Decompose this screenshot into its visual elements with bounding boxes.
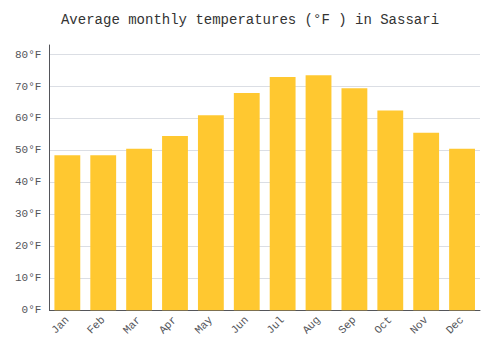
svg-text:Jul: Jul: [264, 314, 286, 336]
svg-text:Feb: Feb: [85, 314, 107, 336]
svg-text:Mar: Mar: [121, 314, 143, 336]
svg-text:Apr: Apr: [157, 314, 179, 336]
svg-text:Average monthly temperatures (: Average monthly temperatures (°F ) in Sa…: [61, 12, 439, 28]
svg-text:Jun: Jun: [229, 314, 251, 336]
svg-text:80°F: 80°F: [15, 49, 41, 61]
svg-text:40°F: 40°F: [15, 176, 41, 188]
svg-text:30°F: 30°F: [15, 208, 41, 220]
svg-text:0°F: 0°F: [22, 304, 42, 316]
svg-text:Sep: Sep: [336, 314, 358, 336]
svg-text:Oct: Oct: [372, 314, 394, 336]
svg-text:60°F: 60°F: [15, 112, 41, 124]
svg-text:May: May: [193, 314, 216, 337]
svg-text:Dec: Dec: [444, 314, 466, 336]
svg-text:Jan: Jan: [49, 314, 71, 336]
svg-text:10°F: 10°F: [15, 272, 41, 284]
svg-text:50°F: 50°F: [15, 144, 41, 156]
svg-text:Aug: Aug: [300, 314, 322, 336]
svg-text:20°F: 20°F: [15, 240, 41, 252]
svg-text:Nov: Nov: [408, 314, 431, 337]
svg-text:70°F: 70°F: [15, 81, 41, 93]
